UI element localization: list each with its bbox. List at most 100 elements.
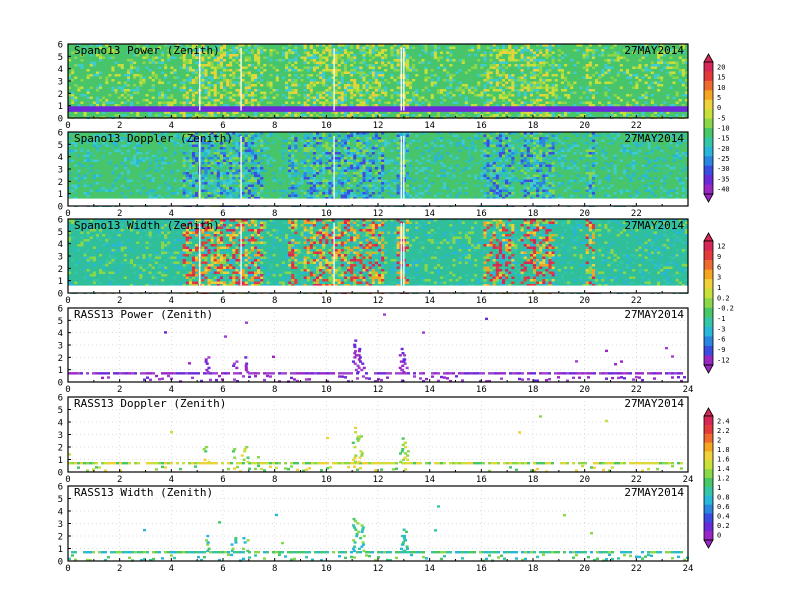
heatmap-cell — [263, 56, 267, 59]
heatmap-cell — [303, 162, 307, 165]
heatmap-cell — [244, 86, 248, 89]
heatmap-cell — [396, 79, 400, 82]
heatmap-cell — [588, 51, 592, 54]
heatmap-cell — [356, 46, 360, 49]
heatmap-cell — [74, 149, 78, 152]
heatmap-cell — [182, 164, 186, 167]
heatmap-cell — [353, 94, 357, 97]
heatmap-cell — [495, 59, 499, 62]
heatmap-cell — [337, 59, 341, 62]
heatmap-cell — [461, 84, 465, 87]
heatmap-cell — [390, 96, 394, 99]
heatmap-cell — [114, 74, 118, 77]
heatmap-cell — [151, 74, 155, 77]
heatmap-cell — [123, 187, 127, 190]
heatmap-cell — [409, 169, 413, 172]
heatmap-cell — [340, 101, 344, 104]
heatmap-cell — [291, 134, 295, 137]
heatmap-cell — [365, 51, 369, 54]
heatmap-cell — [192, 167, 196, 170]
heatmap-cell — [123, 96, 127, 99]
heatmap-cell — [511, 49, 515, 52]
heatmap-cell — [390, 159, 394, 162]
heatmap-cell — [365, 189, 369, 192]
heatmap-cell — [505, 89, 509, 92]
heatmap-cell — [316, 71, 320, 74]
heatmap-cell — [384, 91, 388, 94]
heatmap-cell — [502, 101, 506, 104]
heatmap-cell — [263, 49, 267, 52]
heatmap-cell — [331, 49, 335, 52]
heatmap-cell — [226, 64, 230, 67]
heatmap-cell — [151, 197, 155, 200]
heatmap-cell — [362, 84, 366, 87]
heatmap-cell — [427, 174, 431, 177]
heatmap-cell — [272, 159, 276, 162]
heatmap-cell — [316, 66, 320, 69]
heatmap-cell — [343, 76, 347, 79]
heatmap-cell — [133, 74, 137, 77]
heatmap-cell — [235, 69, 239, 72]
heatmap-cell — [322, 197, 326, 200]
heatmap-cell — [126, 69, 130, 72]
heatmap-cell — [176, 187, 180, 190]
heatmap-cell — [176, 137, 180, 140]
heatmap-cell — [657, 84, 661, 87]
heatmap-cell — [195, 184, 199, 187]
x-tick-label: 12 — [373, 121, 384, 131]
heatmap-cell — [347, 187, 351, 190]
heatmap-cell — [254, 44, 258, 47]
heatmap-cell — [257, 89, 261, 92]
heatmap-cell — [260, 66, 264, 69]
heatmap-cell — [303, 56, 307, 59]
heatmap-cell — [483, 44, 487, 47]
heatmap-cell — [387, 192, 391, 195]
heatmap-cell — [288, 49, 292, 52]
heatmap-cell — [483, 162, 487, 165]
heatmap-cell — [80, 101, 84, 104]
heatmap-cell — [117, 114, 121, 117]
heatmap-cell — [241, 56, 245, 59]
heatmap-cell — [257, 66, 261, 69]
heatmap-cell — [182, 89, 186, 92]
heatmap-cell — [312, 177, 316, 180]
heatmap-cell — [207, 84, 211, 87]
heatmap-cell — [635, 74, 639, 77]
heatmap-cell — [480, 96, 484, 99]
heatmap-cell — [436, 192, 440, 195]
heatmap-cell — [195, 157, 199, 160]
heatmap-cell — [254, 56, 258, 59]
heatmap-cell — [548, 46, 552, 49]
heatmap-cell — [331, 71, 335, 74]
heatmap-cell — [390, 149, 394, 152]
heatmap-cell — [306, 49, 310, 52]
heatmap-cell — [378, 167, 382, 170]
heatmap-cell — [340, 44, 344, 47]
heatmap-cell — [179, 89, 183, 92]
heatmap-cell — [213, 84, 217, 87]
heatmap-cell — [229, 134, 233, 137]
heatmap-cell — [182, 149, 186, 152]
heatmap-cell — [396, 162, 400, 165]
heatmap-cell — [316, 149, 320, 152]
heatmap-cell — [145, 44, 149, 47]
heatmap-cell — [272, 189, 276, 192]
heatmap-cell — [306, 142, 310, 145]
heatmap-cell — [551, 61, 555, 64]
heatmap-cell — [371, 149, 375, 152]
heatmap-cell — [520, 79, 524, 82]
heatmap-cell — [170, 172, 174, 175]
heatmap-cell — [340, 71, 344, 74]
heatmap-cell — [297, 76, 301, 79]
heatmap-cell — [666, 96, 670, 99]
heatmap-cell — [328, 149, 332, 152]
heatmap-cell — [204, 189, 208, 192]
heatmap-cell — [294, 172, 298, 175]
heatmap-cell — [322, 184, 326, 187]
heatmap-cell — [86, 139, 90, 142]
heatmap-cell — [192, 172, 196, 175]
heatmap-cell — [520, 46, 524, 49]
heatmap-cell — [492, 162, 496, 165]
heatmap-cell — [316, 96, 320, 99]
heatmap-cell — [359, 66, 363, 69]
